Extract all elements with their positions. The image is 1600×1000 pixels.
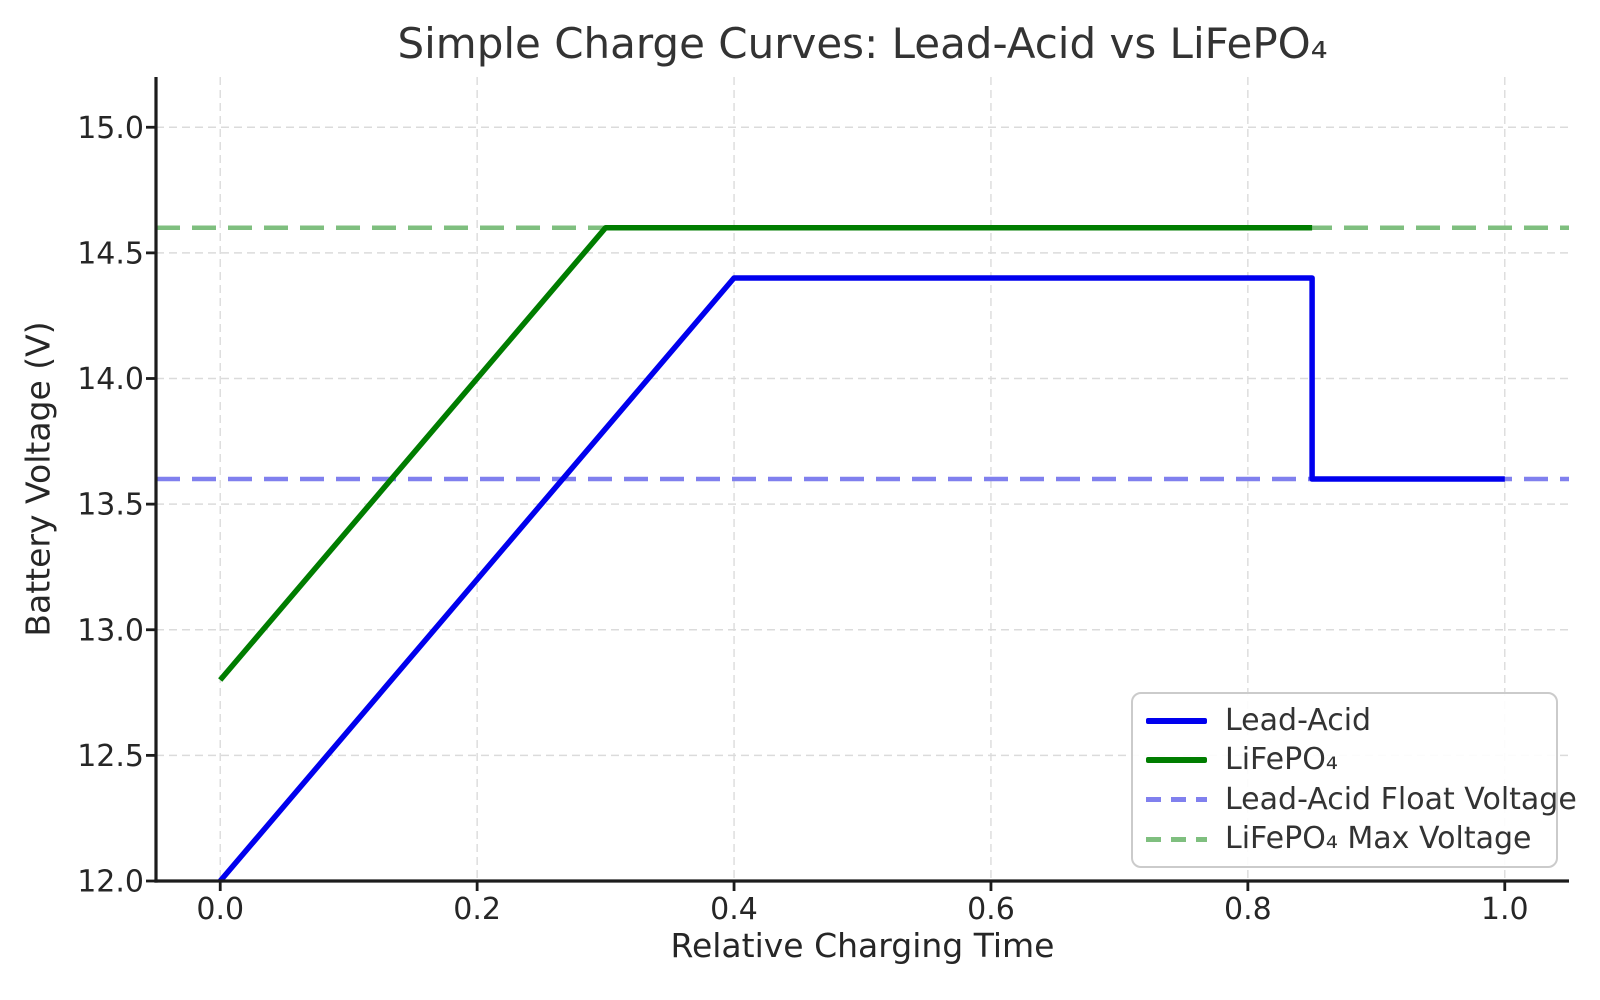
legend-item-label: Lead-Acid [1225,702,1372,738]
chart-title: Simple Charge Curves: Lead-Acid vs LiFeP… [397,19,1328,68]
x-tick-label: 0.4 [710,892,758,927]
y-tick-label: 15.0 [77,111,144,146]
y-tick-label: 12.5 [77,739,144,774]
legend-line-sample [1146,717,1207,724]
y-tick-label: 14.0 [77,362,144,397]
reference-lines [156,225,1569,482]
y-axis-label: Battery Voltage (V) [18,321,58,637]
legend-item-label: Lead-Acid Float Voltage [1225,781,1577,817]
y-tick-label: 13.0 [77,613,144,648]
x-tick-label: 0.8 [1224,892,1272,927]
y-tick-labels: 12.0 12.5 13.0 13.5 14.0 14.5 15.0 [77,111,144,900]
x-tick-label: 1.0 [1481,892,1529,927]
legend-dashed-line-sample [1146,797,1207,803]
y-tick-label: 12.0 [77,865,144,900]
y-tick-label: 13.5 [77,488,144,523]
legend-item: Lead-Acid [1133,702,1556,738]
series-line [218,275,1505,883]
y-tick-label: 14.5 [77,236,144,271]
legend-item-label: LiFePO₄ Max Voltage [1225,821,1532,857]
x-tick-label: 0.6 [967,892,1015,927]
x-axis-label: Relative Charging Time [670,926,1055,965]
legend-line-sample [1146,757,1207,764]
series-lines [218,224,1505,883]
x-tick-labels: 0.0 0.2 0.4 0.6 0.8 1.0 [196,892,1528,927]
legend: Lead-Acid LiFePO₄ Lead-Acid Float Voltage L… [1131,692,1577,868]
series-line [218,224,1313,682]
x-tick-label: 0.2 [453,892,501,927]
legend-item: LiFePO₄ Max Voltage [1133,824,1556,854]
legend-item: LiFePO₄ [1133,745,1556,775]
axis-ticks [146,125,1507,891]
legend-item: Lead-Acid Float Voltage [1133,784,1577,815]
axes-spines [154,77,1569,883]
legend-item-label: LiFePO₄ [1225,742,1338,778]
x-tick-label: 0.0 [196,892,244,927]
legend-dashed-line-sample [1146,836,1207,842]
